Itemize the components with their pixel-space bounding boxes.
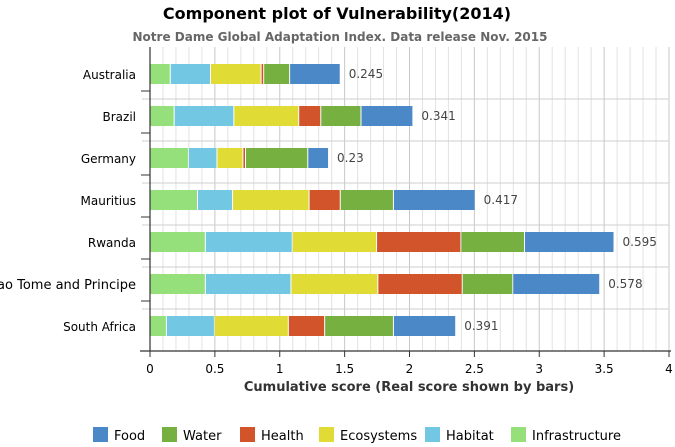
bar-segment-ecosystems (217, 148, 243, 168)
bar-segment-infrastructure (150, 148, 188, 168)
bar-segment-food (513, 274, 600, 294)
bar-segment-food (308, 148, 329, 168)
bar-value-label: 0.391 (464, 319, 498, 333)
bar-segment-food (393, 190, 475, 210)
legend-swatch-health (240, 427, 255, 442)
category-label: South Africa (63, 320, 136, 334)
bar-segment-health (288, 316, 325, 336)
bar-segment-health (261, 64, 264, 84)
x-tick-label: 2 (406, 362, 414, 376)
legend-label: Water (183, 429, 222, 444)
category-label: Sao Tome and Principe (0, 278, 136, 293)
bar-segment-ecosystems (210, 64, 261, 84)
bar-segment-ecosystems (214, 316, 288, 336)
bar-value-label: 0.341 (421, 109, 455, 123)
bar-segment-health (243, 148, 246, 168)
bar-segment-infrastructure (150, 274, 205, 294)
axes: Australia Brazil Germany Mauritius Rwanda Sao… (0, 47, 673, 376)
x-tick-label: 3 (535, 362, 543, 376)
x-tick-label: 2.5 (465, 362, 484, 376)
bar-segment-infrastructure (150, 190, 198, 210)
bar-segment-ecosystems (291, 274, 378, 294)
bar-value-label: 0.595 (623, 235, 657, 249)
bar-segment-infrastructure (150, 232, 205, 252)
bar-value-label: 0.417 (484, 193, 518, 207)
bar-segment-infrastructure (150, 316, 166, 336)
legend-swatch-habitat (425, 427, 440, 442)
bar-segment-ecosystems (233, 190, 309, 210)
bar-value-label: 0.23 (337, 151, 364, 165)
legend-swatch-water (162, 427, 177, 442)
x-tick-label: 4 (665, 362, 673, 376)
bar-segment-health (309, 190, 340, 210)
bar-segment-habitat (188, 148, 217, 168)
bar-segment-water (340, 190, 393, 210)
x-tick-label: 3.5 (595, 362, 614, 376)
bar-segment-food (393, 316, 456, 336)
x-axis-label: Cumulative score (Real score shown by ba… (244, 380, 574, 395)
category-label: Mauritius (81, 194, 136, 208)
bar-segment-habitat (205, 274, 291, 294)
x-tick-label: 0 (146, 362, 154, 376)
bar-segment-food (290, 64, 340, 84)
bar-value-label: 0.578 (608, 277, 642, 291)
legend-label: Ecosystems (340, 429, 417, 444)
legend-label: Food (114, 429, 145, 444)
x-tick-label: 1 (276, 362, 284, 376)
bar-segment-ecosystems (234, 106, 299, 126)
legend-swatch-food (93, 427, 108, 442)
bar-segment-food (524, 232, 614, 252)
legend-swatch-infrastructure (511, 427, 526, 442)
bar-segment-health (378, 274, 462, 294)
x-tick-label: 1.5 (335, 362, 354, 376)
bar-value-label: 0.245 (349, 67, 383, 81)
category-label: Rwanda (88, 236, 136, 250)
bar-segment-habitat (205, 232, 292, 252)
chart-subtitle: Notre Dame Global Adaptation Index. Data… (133, 30, 548, 44)
bar-segment-habitat (174, 106, 234, 126)
bar-segment-infrastructure (150, 106, 174, 126)
legend-label: Health (261, 429, 304, 444)
bars: 0.245 0.341 0.23 0.417 0.595 0.578 0.391 (150, 64, 657, 336)
bar-segment-habitat (166, 316, 214, 336)
legend-label: Infrastructure (532, 429, 621, 444)
bar-segment-habitat (198, 190, 233, 210)
legend: Food Water Health Ecosystems Habitat Infrastr… (93, 427, 621, 444)
bar-segment-water (264, 64, 290, 84)
bar-segment-water (321, 106, 361, 126)
bar-segment-health (299, 106, 321, 126)
bar-segment-water (462, 274, 513, 294)
bar-segment-ecosystems (292, 232, 377, 252)
bar-segment-food (361, 106, 413, 126)
bar-segment-infrastructure (150, 64, 170, 84)
bar-segment-water (246, 148, 308, 168)
bar-segment-water (325, 316, 393, 336)
bar-segment-habitat (170, 64, 210, 84)
x-tick-label: 0.5 (205, 362, 224, 376)
legend-label: Habitat (446, 429, 494, 444)
bar-segment-water (461, 232, 524, 252)
category-label: Brazil (103, 110, 137, 124)
category-label: Germany (81, 152, 136, 166)
chart-title: Component plot of Vulnerability(2014) (163, 4, 511, 23)
category-label: Australia (83, 68, 136, 82)
bar-segment-health (377, 232, 461, 252)
legend-swatch-ecosystems (319, 427, 334, 442)
